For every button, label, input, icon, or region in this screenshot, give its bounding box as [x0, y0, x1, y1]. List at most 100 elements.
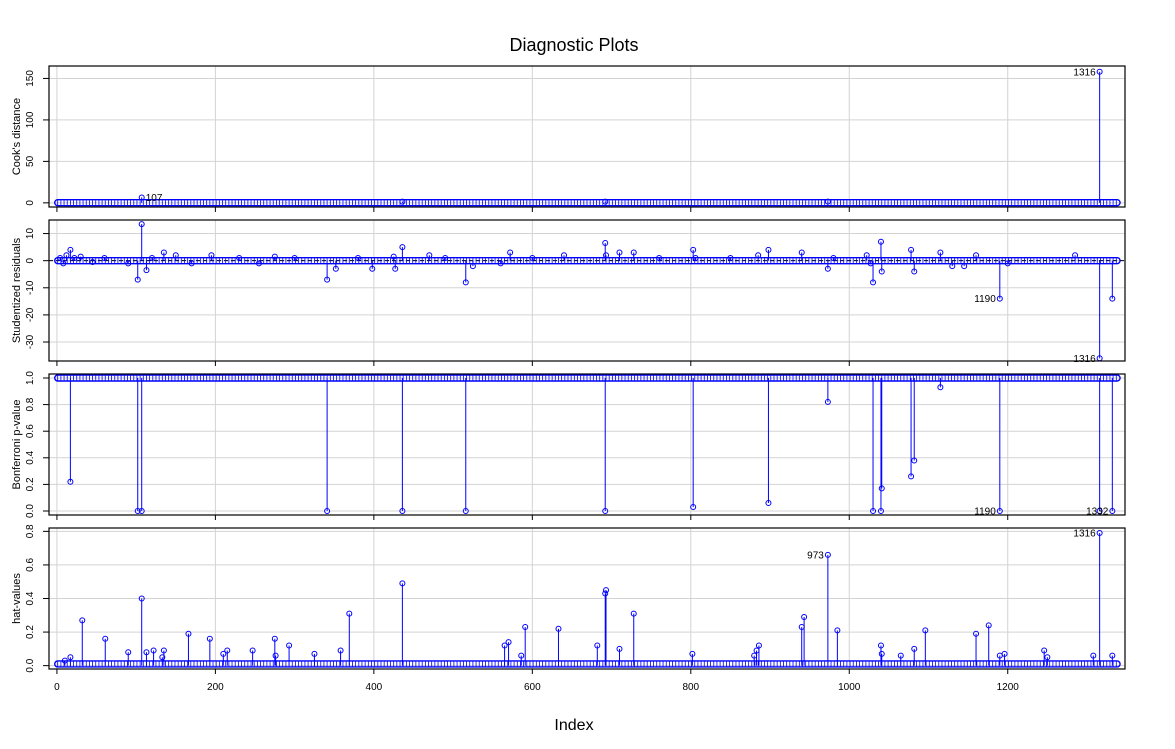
- data-point: [61, 657, 68, 664]
- y-axis-label: Cook's distance: [11, 98, 23, 175]
- x-tick-label: 1000: [838, 682, 861, 693]
- data-point: [1109, 508, 1116, 515]
- data-point: [138, 595, 145, 602]
- data-point: [125, 260, 132, 267]
- bulk-points-band: [54, 256, 1121, 265]
- y-axis-label: Bonferroni p-value: [11, 400, 23, 490]
- figure-title: Diagnostic Plots: [509, 35, 638, 55]
- data-point: [616, 645, 623, 652]
- data-point: [937, 384, 944, 391]
- data-point: [1109, 652, 1116, 659]
- data-point: [134, 276, 141, 283]
- data-point: [1109, 295, 1116, 302]
- data-point: [399, 508, 406, 515]
- data-point: [518, 652, 525, 659]
- data-point: [236, 254, 243, 261]
- data-point: [399, 580, 406, 587]
- y-tick-label: 0.4: [25, 591, 36, 605]
- data-point: [824, 265, 831, 272]
- data-point: [332, 265, 339, 272]
- data-point: [755, 642, 762, 649]
- data-point: [1041, 647, 1048, 654]
- panel-frame: [48, 65, 1126, 208]
- data-point: [830, 254, 837, 261]
- data-point: [286, 642, 293, 649]
- data-point: [501, 642, 508, 649]
- data-point: [824, 551, 831, 558]
- point-annotation: 1316: [1073, 529, 1096, 540]
- data-point: [125, 649, 132, 656]
- y-tick-label: 150: [25, 70, 36, 87]
- data-point: [89, 259, 96, 266]
- data-point: [689, 650, 696, 657]
- data-point: [877, 642, 884, 649]
- data-point: [220, 650, 227, 657]
- data-point: [973, 630, 980, 637]
- data-point: [877, 238, 884, 245]
- panel-frame: [48, 373, 1126, 516]
- data-point: [985, 622, 992, 629]
- data-point: [67, 478, 74, 485]
- data-point: [102, 635, 109, 642]
- data-point: [602, 240, 609, 247]
- data-point: [630, 249, 637, 256]
- y-tick-label: 1.0: [25, 371, 36, 385]
- data-point: [690, 246, 697, 253]
- data-point: [390, 253, 397, 260]
- y-tick-label: 0.6: [25, 558, 36, 572]
- data-point: [616, 249, 623, 256]
- x-tick-label: 1200: [997, 682, 1020, 693]
- data-point: [602, 198, 609, 205]
- data-point: [507, 249, 514, 256]
- data-point: [1072, 252, 1079, 259]
- data-point: [462, 279, 469, 286]
- data-point: [67, 246, 74, 253]
- data-point: [143, 267, 150, 274]
- data-point: [961, 263, 968, 270]
- data-point: [908, 246, 915, 253]
- panel-3: 1190 1332 0.0 0.2 0.4 0.6 0.8 1.0 Bonferroni p-v…: [11, 371, 1126, 520]
- data-point: [1090, 652, 1097, 659]
- data-point: [188, 260, 195, 267]
- data-point: [529, 254, 536, 261]
- data-point: [630, 610, 637, 617]
- data-point: [877, 508, 884, 515]
- data-point: [1001, 650, 1008, 657]
- data-point: [973, 252, 980, 259]
- point-annotation: 107: [146, 193, 163, 204]
- data-point: [79, 617, 86, 624]
- y-tick-label: 0.2: [25, 625, 36, 639]
- panel-4: 973 1316 0.0 0.2 0.4 0.6 0.8 0 200 400 600 800 1000 1…: [11, 524, 1126, 693]
- x-tick-label: 200: [207, 682, 224, 693]
- point-annotation: 1190: [974, 507, 996, 518]
- data-point: [878, 650, 885, 657]
- data-point: [692, 254, 699, 261]
- y-tick-label: 0.0: [25, 658, 36, 672]
- data-point: [996, 508, 1003, 515]
- data-point: [690, 504, 697, 511]
- data-point: [996, 295, 1003, 302]
- data-point: [138, 221, 145, 228]
- data-point: [522, 624, 529, 631]
- y-tick-label: 0.4: [25, 450, 36, 464]
- data-point: [185, 630, 192, 637]
- data-point: [1096, 508, 1103, 515]
- data-point: [765, 500, 772, 507]
- data-point: [355, 254, 362, 261]
- data-point: [337, 647, 344, 654]
- data-point: [67, 654, 74, 661]
- data-point: [160, 249, 167, 256]
- data-point: [469, 263, 476, 270]
- data-point: [765, 246, 772, 253]
- data-point: [399, 244, 406, 251]
- data-point: [160, 647, 167, 654]
- y-tick-label: 0.2: [25, 477, 36, 491]
- data-point: [908, 473, 915, 480]
- data-point: [138, 194, 145, 201]
- data-point: [442, 254, 449, 261]
- data-point: [150, 647, 157, 654]
- y-tick-label: 0.6: [25, 424, 36, 438]
